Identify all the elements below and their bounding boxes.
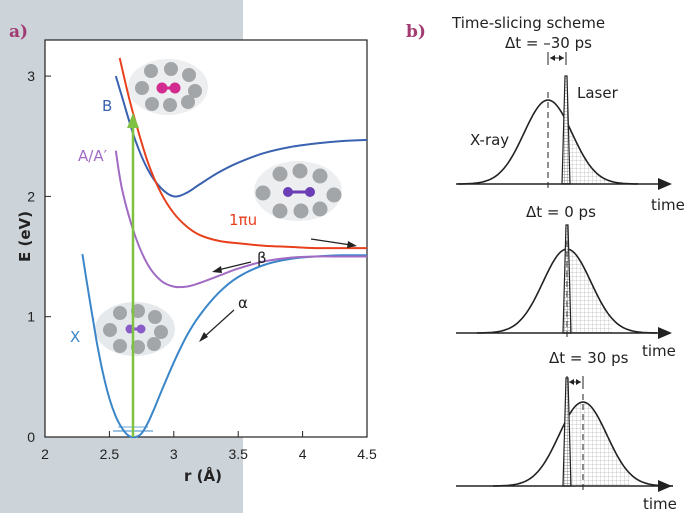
time-slicing-rows: Δt = –30 ps X-ray Laser time Δt = 0 ps t… — [456, 34, 685, 513]
curve-group — [81, 57, 368, 439]
time-axis-arrowhead — [658, 480, 672, 492]
curve-b — [114, 75, 368, 198]
panel-a-label: a) — [9, 22, 28, 42]
plot-frame — [44, 39, 368, 438]
signal-shaded-region — [566, 120, 612, 184]
x-axis-label: r (Å) — [184, 466, 222, 485]
laser-label: Laser — [577, 84, 619, 102]
signal-shaded-region — [567, 249, 612, 333]
curve-x — [81, 253, 368, 439]
pulse-shapes-2 — [456, 224, 672, 339]
panel-b-label: b) — [406, 22, 426, 42]
annotation-alpha: α — [238, 294, 248, 312]
time-row-2: Δt = 0 ps time — [456, 203, 676, 360]
time-row-1: Δt = –30 ps X-ray Laser time — [456, 34, 685, 214]
x-tick-label: 3 — [170, 446, 178, 462]
curve-label-aa: A/A′ — [78, 147, 108, 165]
molecule-cage-pink-icon — [128, 59, 208, 115]
time-axis-arrowhead — [658, 327, 672, 339]
y-axis-label: E (eV) — [16, 211, 34, 262]
signal-shaded-region — [567, 402, 630, 486]
x-tick-label: 2.5 — [100, 446, 120, 462]
annotation-beta: β — [257, 249, 267, 267]
y-tick-label: 1 — [27, 309, 35, 325]
delta-t-label-1: Δt = –30 ps — [505, 34, 592, 52]
x-tick-label: 4 — [299, 446, 307, 462]
plot-area — [45, 40, 367, 437]
delay-marker-3 — [566, 376, 584, 389]
y-tick-label: 0 — [27, 429, 35, 445]
xray-label: X-ray — [470, 131, 509, 149]
molecule-cage-purple-icon — [95, 302, 175, 356]
excitation-arrow-icon — [127, 113, 139, 437]
curve-aa — [114, 150, 367, 289]
time-axis-arrowhead — [658, 178, 672, 190]
curve-label-pi: 1πu — [229, 211, 257, 229]
curve-label-x: X — [70, 328, 80, 346]
time-row-3: Δt = 30 ps time — [456, 349, 677, 513]
axis-tick-labels: 2 2.5 3 3.5 4 4.5 0 1 2 3 — [27, 68, 377, 462]
xray-pulse-curve — [458, 99, 638, 185]
x-tick-label: 4.5 — [357, 446, 377, 462]
y-tick-label: 2 — [27, 188, 35, 204]
delta-t-label-2: Δt = 0 ps — [526, 203, 596, 221]
curve-label-b: B — [102, 97, 112, 115]
delta-t-label-3: Δt = 30 ps — [549, 349, 629, 367]
pulse-shapes-1 — [456, 75, 672, 190]
xray-pulse-curve — [493, 401, 673, 487]
y-tick-label: 3 — [27, 68, 35, 84]
time-label-2: time — [642, 342, 676, 360]
dissociation-arrow-alpha — [199, 309, 235, 342]
pulse-shapes-3 — [456, 377, 673, 492]
laser-pulse-spike — [562, 377, 572, 487]
time-label-3: time — [643, 495, 677, 513]
molecule-cage-purple-stretched-icon — [254, 161, 342, 221]
x-tick-label: 3.5 — [228, 446, 248, 462]
axis-ticks — [44, 75, 368, 438]
delay-marker-1 — [547, 52, 567, 65]
dissociation-arrow-pi — [310, 238, 357, 248]
dissociation-arrow-beta — [212, 261, 252, 273]
x-tick-label: 2 — [41, 446, 49, 462]
curve-pi — [118, 57, 367, 250]
laser-pulse-spike — [561, 75, 571, 185]
potential-energy-plot: 2 2.5 3 3.5 4 4.5 0 1 2 3 B A/A′ X 1πu α β — [16, 39, 377, 485]
time-label-1: time — [651, 196, 685, 214]
panel-b-title: Time-slicing scheme — [451, 14, 605, 32]
